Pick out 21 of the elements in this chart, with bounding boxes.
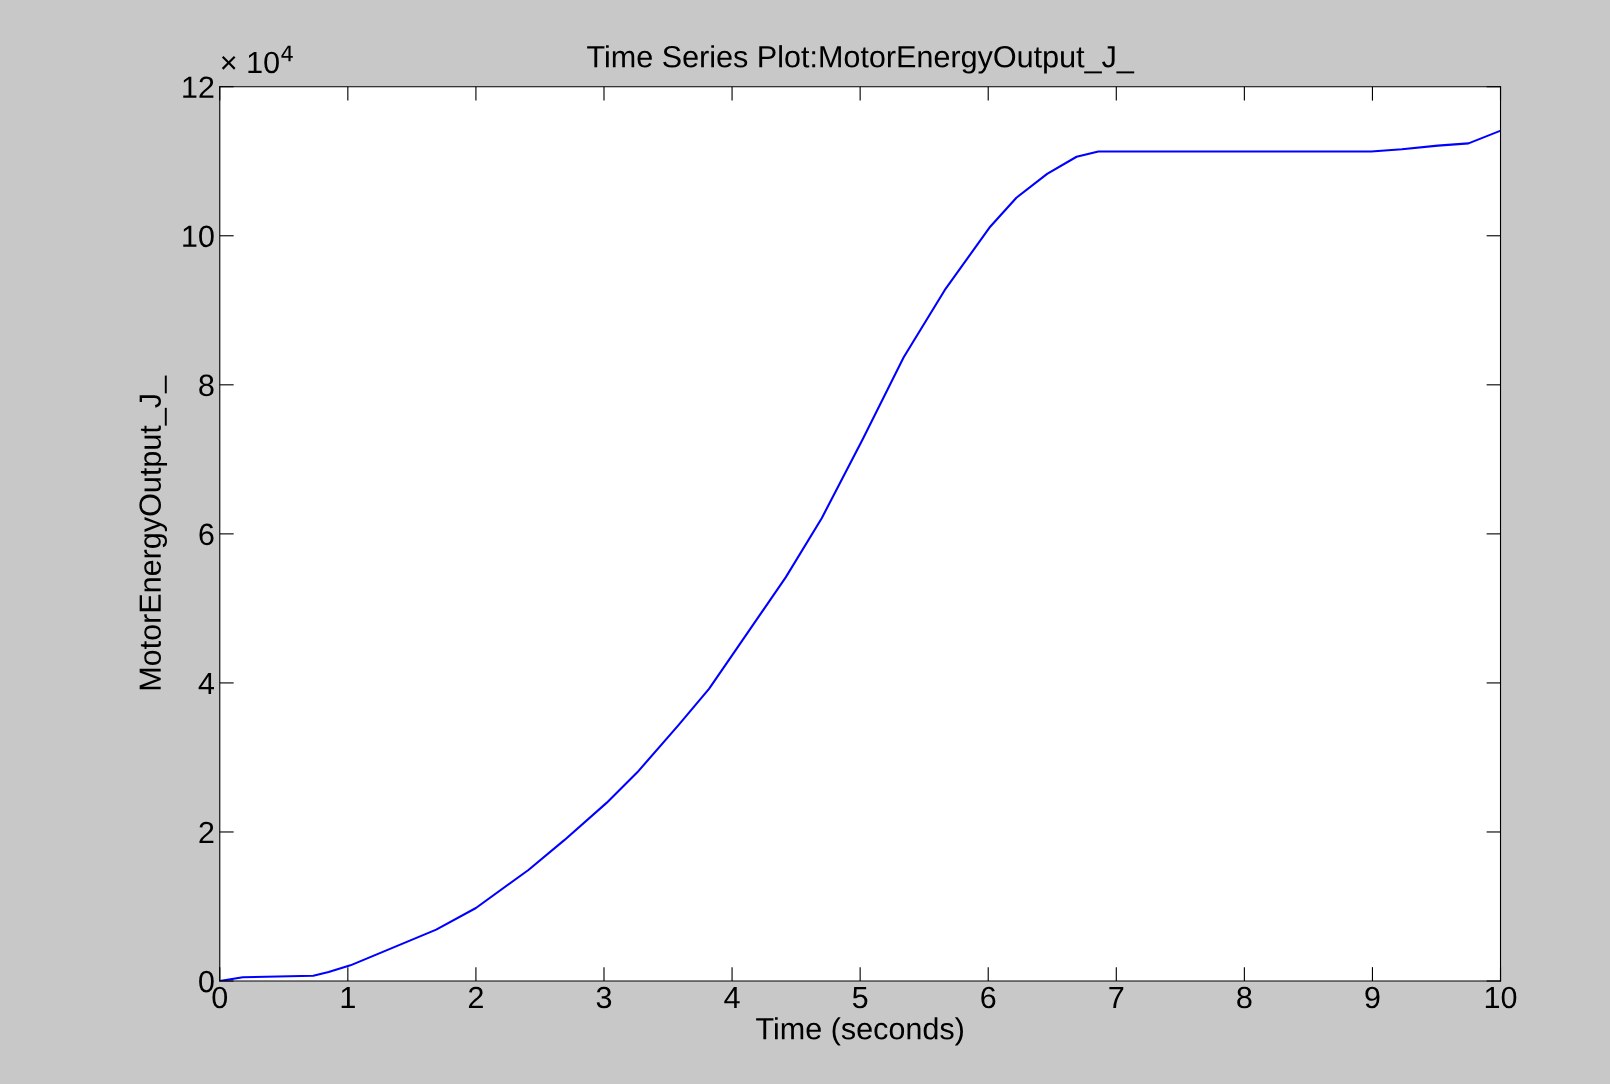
x-tick-label: 10 <box>1485 986 1517 1009</box>
x-tick-label: 7 <box>1109 987 1124 1009</box>
x-axis-title: Time (seconds) <box>756 1017 963 1046</box>
text: × 10$^{4}$ <box>221 45 293 74</box>
y-tick-label: 6 <box>199 523 214 546</box>
y-axis-title: MotorEnergyOutput_J_ <box>139 375 168 690</box>
x-tick-label: 5 <box>852 987 868 1009</box>
x-tick-label: 2 <box>468 986 483 1009</box>
x-tick-label: 3 <box>596 986 612 1009</box>
y-tick-label: 4 <box>198 672 215 694</box>
x-tick-label: 8 <box>1237 986 1252 1009</box>
y-tick-label: 0 <box>199 970 214 993</box>
y-tick-label: 10 <box>183 225 214 248</box>
chart-title: Time Series Plot:MotorEnergyOutput_J_ <box>587 45 1135 74</box>
x-tick-label: 4 <box>724 987 740 1009</box>
x-tick-label: 6 <box>981 986 996 1009</box>
x-tick-label: 1 <box>341 987 355 1009</box>
y-tick-label: 2 <box>199 821 214 844</box>
x-tick-label: 9 <box>1365 986 1380 1009</box>
y-tick-label: 8 <box>199 374 214 397</box>
y-tick-label: 12 <box>183 76 214 98</box>
